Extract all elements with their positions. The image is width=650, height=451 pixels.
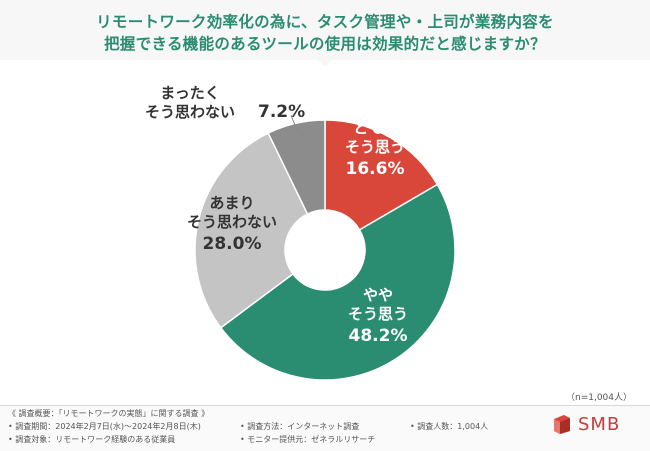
survey-target: • 調査対象：リモートワーク経験のある従業員 (8, 435, 176, 444)
slice-value-0: 16.6% (346, 159, 405, 179)
slice-1 (219, 183, 456, 381)
slice-value-1: 48.2% (349, 326, 408, 346)
slice-label-2-line-1: そう思わない (187, 213, 277, 231)
slice-0 (324, 119, 439, 231)
title-notch (317, 59, 333, 67)
sample-size-note: （n=1,004人） (565, 393, 632, 403)
slice-value-3: 7.2% (258, 102, 305, 122)
slice-label-2-line-0: あまり (209, 194, 254, 212)
slice-3 (267, 119, 326, 216)
slice-label-1-line-1: そう思う (348, 305, 408, 323)
chart-title-line-2: 把握できる機能のあるツールの使用は効果的だと感じますか？ (104, 35, 546, 53)
survey-footer: 《 調査概要：「リモートワークの実態」に関する調査 》 • 調査期間：2024年… (0, 405, 650, 451)
slice-label-0-line-0: とても (353, 119, 397, 137)
slice-value-2: 28.0% (203, 234, 262, 254)
survey-provider: • モニター提供元：ゼネラルリサーチ (240, 435, 376, 444)
survey-method: • 調査方法：インターネット調査 (240, 422, 360, 431)
survey-period: • 調査期間：2024年2月7日(水)〜2024年2月8日(木) (8, 422, 201, 431)
leader-line-3 (291, 115, 299, 132)
slice-label-1-line-0: やや (363, 286, 393, 304)
slice-label-3-line-0: まったく (160, 84, 219, 102)
survey-overview: 《 調査概要：「リモートワークの実態」に関する調査 》 (8, 409, 210, 418)
title-band (0, 0, 650, 60)
smb-logo-text: SMB (578, 414, 621, 435)
slice-label-0-line-1: そう思う (345, 138, 405, 156)
slice-2 (194, 132, 309, 329)
smb-logo-icon (554, 415, 570, 434)
slice-label-3-line-1: そう思わない (145, 103, 235, 121)
donut-chart: とてもそう思う16.6%ややそう思う48.2%あまりそう思わない28.0%まった… (145, 84, 456, 381)
chart-title-line-1: リモートワーク効率化の為に、タスク管理や・上司が業務内容を (96, 13, 554, 31)
survey-count: • 調査人数：1,004人 (410, 422, 489, 431)
